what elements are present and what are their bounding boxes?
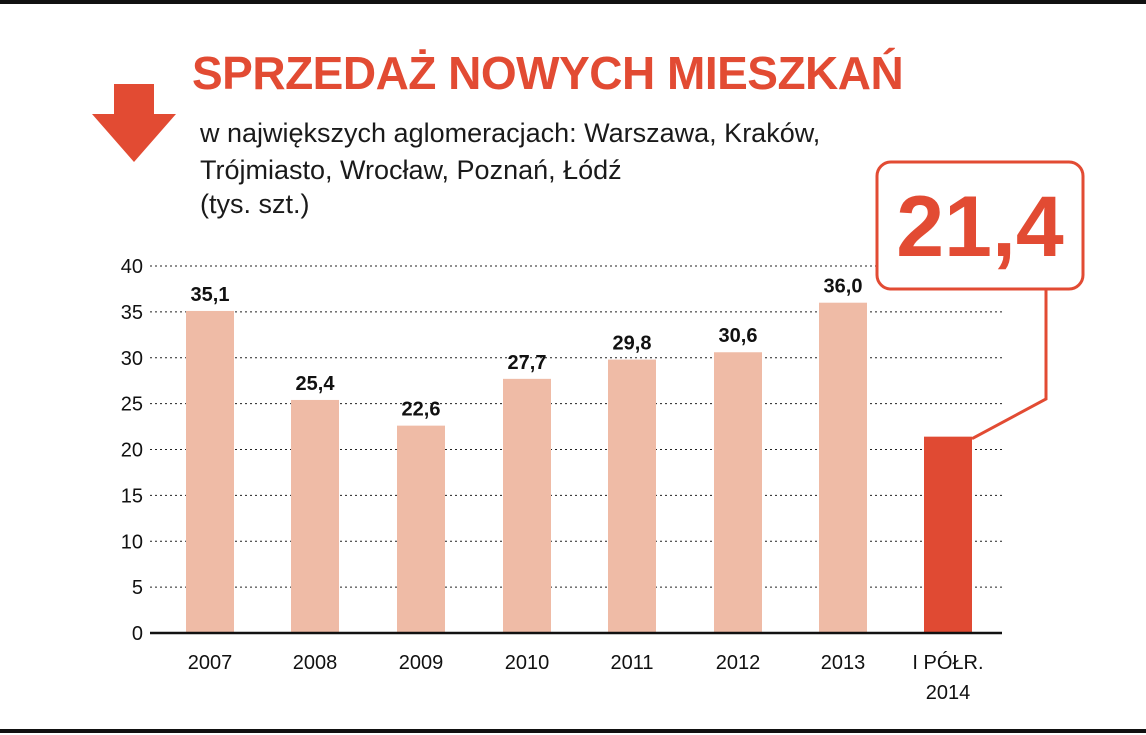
x-tick-label: I PÓŁR. — [912, 651, 983, 674]
subtitle-line-1: w największych aglomeracjach: Warszawa, … — [200, 118, 821, 148]
y-tick-label: 35 — [121, 302, 143, 324]
bar — [291, 399, 339, 633]
bar — [608, 359, 656, 633]
data-label: 22,6 — [402, 399, 441, 421]
callout-box — [875, 160, 1085, 291]
subtitle-line-2: Trójmiasto, Wrocław, Poznań, Łódź — [200, 155, 622, 185]
data-label: 29,8 — [613, 333, 652, 355]
data-label: 25,4 — [296, 373, 336, 395]
y-tick-label: 20 — [121, 440, 143, 462]
x-tick-label: 2008 — [293, 652, 338, 674]
data-label: 30,6 — [719, 325, 758, 347]
y-tick-label: 0 — [132, 623, 143, 645]
y-tick-label: 30 — [121, 348, 143, 370]
x-tick-label: 2010 — [505, 652, 550, 674]
bar — [186, 310, 234, 633]
top-rule — [0, 0, 1146, 4]
x-tick-label: 2007 — [188, 652, 233, 674]
subtitle-line-3: (tys. szt.) — [200, 189, 310, 219]
bottom-rule — [0, 729, 1146, 733]
arrow-down-icon — [92, 84, 176, 162]
callout-connector — [971, 289, 1048, 440]
y-tick-label: 5 — [132, 577, 143, 599]
y-tick-label: 40 — [121, 256, 143, 278]
x-tick-label: 2013 — [821, 652, 866, 674]
bar — [397, 425, 445, 633]
bar — [924, 436, 972, 633]
x-tick-label: 2012 — [716, 652, 761, 674]
bar — [714, 352, 762, 633]
y-tick-label: 15 — [121, 485, 143, 507]
chart-title: SPRZEDAŻ NOWYCH MIESZKAŃ — [192, 47, 904, 99]
callout-value: 21,4 — [896, 179, 1064, 275]
x-tick-label: 2011 — [610, 652, 653, 674]
y-tick-label: 25 — [121, 394, 143, 416]
data-label: 35,1 — [191, 284, 230, 306]
bar — [503, 378, 551, 633]
data-label: 36,0 — [824, 276, 863, 298]
x-tick-label: 2009 — [399, 652, 444, 674]
data-label: 27,7 — [508, 352, 547, 374]
y-tick-label: 10 — [121, 531, 143, 553]
bar — [819, 302, 867, 633]
x-tick-label: 2014 — [926, 682, 971, 704]
